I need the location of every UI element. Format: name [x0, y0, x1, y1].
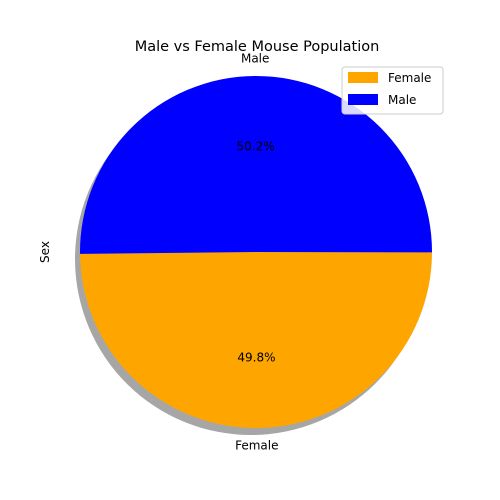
legend-label-female: Female [388, 71, 431, 85]
slice-percent-female: 49.8% [237, 351, 275, 365]
legend-label-male: Male [388, 93, 416, 107]
slice-label-male: Male [241, 51, 269, 65]
pie-labels: Female 49.8% Male 50.2% [235, 51, 278, 452]
slice-percent-male: 50.2% [236, 139, 274, 153]
legend: Female Male [341, 66, 444, 115]
pie-slice-female [80, 252, 432, 429]
legend-swatch-female [348, 72, 378, 83]
legend-swatch-male [348, 94, 378, 105]
pie-slice-male [79, 76, 432, 254]
pie-slices [79, 76, 432, 429]
slice-label-female: Female [235, 439, 278, 453]
y-axis-label: Sex [38, 241, 52, 263]
chart-title: Male vs Female Mouse Population [135, 39, 380, 55]
